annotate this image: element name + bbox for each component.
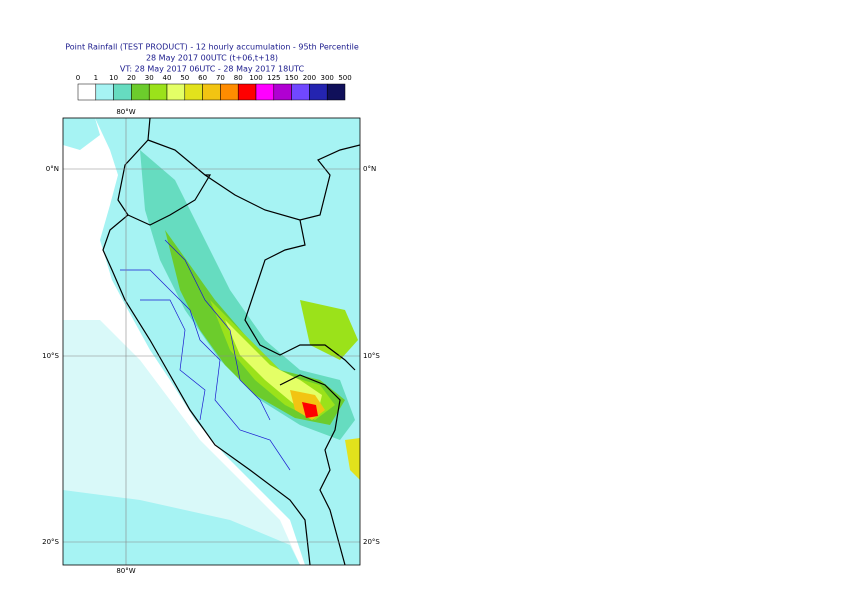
legend-swatch	[309, 83, 328, 101]
legend-label: 20	[127, 74, 136, 82]
legend-label: 125	[267, 74, 280, 82]
legend-label: 30	[145, 74, 154, 82]
lat-label: 10°S	[363, 352, 380, 360]
legend-label: 70	[216, 74, 225, 82]
legend-label: 0	[76, 74, 80, 82]
rain-50	[345, 438, 360, 480]
regions	[120, 239, 291, 471]
legend-label: 500	[338, 74, 351, 82]
legend-label: 60	[198, 74, 207, 82]
lat-label: 0°N	[363, 165, 376, 173]
borders	[102, 118, 360, 565]
run-time: 28 May 2017 00UTC (t+06,t+18)	[146, 54, 278, 63]
lat-label: 0°N	[46, 165, 59, 173]
lon-label: 80°W	[116, 567, 135, 575]
legend-swatch	[220, 83, 239, 101]
legend-label: 1	[94, 74, 98, 82]
legend-swatch	[131, 83, 150, 101]
lat-label: 10°S	[42, 352, 59, 360]
legend-label: 80	[234, 74, 243, 82]
legend-swatch	[326, 83, 346, 101]
ocean-rain	[63, 490, 300, 565]
legend-label: 300	[321, 74, 334, 82]
legend-label: 150	[285, 74, 298, 82]
legend-swatch	[273, 83, 292, 101]
legend: 0 1 10 20 30 40 50 60 70 80 100 125 150 200 300 500	[76, 74, 352, 101]
rain-10	[140, 150, 355, 440]
lat-label: 20°S	[363, 538, 380, 546]
legend-swatch	[95, 83, 114, 101]
legend-swatch	[202, 83, 221, 101]
legend-swatch	[255, 83, 275, 101]
legend-swatch	[113, 83, 132, 101]
rain-80	[302, 402, 318, 418]
title: Point Rainfall (TEST PRODUCT) - 12 hourl…	[65, 43, 359, 52]
ocean-rain	[63, 118, 100, 150]
lon-label: 80°W	[116, 108, 135, 116]
valid-time: VT: 28 May 2017 06UTC - 28 May 2017 18UT…	[120, 65, 305, 74]
legend-swatch	[184, 83, 203, 101]
legend-label: 10	[109, 74, 118, 82]
legend-swatch	[237, 83, 257, 101]
map-frame	[62, 117, 361, 566]
graticule	[63, 118, 360, 565]
map	[63, 118, 360, 565]
lat-label: 20°S	[42, 538, 59, 546]
legend-label: 100	[249, 74, 262, 82]
rain-40	[225, 320, 322, 412]
legend-swatch	[291, 83, 310, 101]
legend-swatch	[166, 83, 186, 101]
legend-swatch	[77, 83, 97, 101]
legend-label: 40	[163, 74, 172, 82]
rain-20	[165, 230, 345, 425]
legend-label: 50	[180, 74, 189, 82]
legend-swatch	[148, 83, 168, 101]
legend-label: 200	[303, 74, 316, 82]
